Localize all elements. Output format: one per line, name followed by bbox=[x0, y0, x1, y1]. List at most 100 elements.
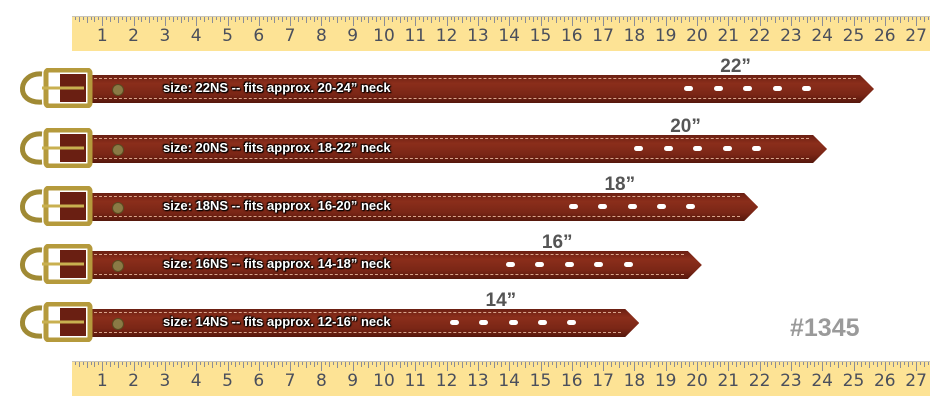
ruler-tick bbox=[579, 362, 581, 367]
ruler-tick bbox=[368, 17, 370, 23]
ruler-tick bbox=[552, 362, 554, 365]
ruler-tick bbox=[215, 362, 217, 365]
ruler-tick bbox=[477, 362, 479, 371]
ruler-tick bbox=[254, 362, 256, 365]
ruler-tick bbox=[540, 17, 542, 26]
ruler-tick bbox=[638, 362, 640, 365]
ruler-tick bbox=[200, 362, 202, 365]
ruler-tick bbox=[102, 17, 104, 26]
ruler-tick bbox=[481, 17, 483, 20]
size-label: size: 16NS -- fits approx. 14-18” neck bbox=[163, 256, 391, 271]
ruler-tick bbox=[340, 17, 342, 20]
ruler-tick bbox=[579, 17, 581, 22]
ruler-tick bbox=[129, 17, 131, 20]
ruler-tick bbox=[904, 17, 906, 20]
strap-hole bbox=[538, 320, 547, 325]
ruler-tick bbox=[908, 362, 910, 367]
ruler-tick bbox=[78, 17, 80, 22]
ruler-tick bbox=[661, 362, 663, 365]
ruler-tick bbox=[258, 362, 260, 371]
ruler-tick bbox=[325, 362, 327, 365]
ruler-number: 18 bbox=[623, 26, 646, 46]
ruler-tick bbox=[814, 362, 816, 367]
ruler-tick bbox=[528, 17, 530, 20]
ruler-tick bbox=[485, 362, 487, 367]
ruler-number: 27 bbox=[905, 371, 927, 391]
strap-hole bbox=[567, 320, 576, 325]
ruler-tick bbox=[681, 17, 683, 23]
ruler-tick bbox=[595, 17, 597, 22]
strap-hole bbox=[664, 146, 673, 151]
ruler-tick bbox=[505, 362, 507, 365]
ruler-tick bbox=[818, 362, 820, 365]
ruler-number: 19 bbox=[654, 26, 677, 46]
ruler-tick bbox=[497, 17, 499, 20]
strap-hole bbox=[773, 86, 782, 91]
ruler-tick bbox=[74, 362, 76, 365]
collar-length-label: 22” bbox=[720, 56, 751, 77]
ruler-tick bbox=[876, 17, 878, 22]
ruler-tick bbox=[473, 17, 475, 20]
ruler-tick bbox=[759, 17, 761, 26]
ruler-tick bbox=[380, 362, 382, 365]
ruler-number: 23 bbox=[780, 26, 802, 46]
ruler-tick bbox=[384, 362, 385, 371]
ruler-tick bbox=[168, 362, 170, 365]
ruler-tick bbox=[904, 362, 906, 365]
ruler-number: 26 bbox=[873, 26, 896, 46]
ruler-tick bbox=[806, 17, 808, 23]
ruler-tick bbox=[759, 362, 761, 371]
ruler-tick bbox=[223, 362, 225, 365]
ruler-tick bbox=[767, 362, 769, 367]
collar-length-label: 18” bbox=[604, 174, 636, 195]
ruler-tick bbox=[207, 17, 209, 20]
strap-hole bbox=[743, 86, 752, 91]
ruler-tick bbox=[626, 362, 628, 367]
collar-strap: size: 14NS -- fits approx. 12-16” neck bbox=[88, 309, 639, 337]
ruler-tick bbox=[125, 17, 127, 22]
ruler-tick bbox=[309, 17, 311, 20]
ruler-tick bbox=[661, 17, 663, 20]
ruler-tick bbox=[106, 362, 108, 365]
ruler-tick bbox=[927, 362, 929, 365]
ruler-number: 15 bbox=[529, 26, 552, 46]
ruler-tick bbox=[466, 362, 468, 365]
strap-hole bbox=[624, 262, 633, 267]
ruler-number: 21 bbox=[717, 26, 740, 46]
ruler-tick bbox=[771, 362, 773, 365]
strap-hole bbox=[802, 86, 811, 91]
ruler-tick bbox=[407, 17, 409, 22]
ruler-tick bbox=[853, 362, 855, 371]
ruler-tick bbox=[227, 362, 229, 371]
ruler-tick bbox=[669, 17, 671, 20]
ruler-number: 12 bbox=[435, 371, 458, 391]
ruler-tick bbox=[333, 362, 335, 365]
ruler-tick bbox=[810, 17, 812, 20]
ruler-tick bbox=[454, 17, 456, 22]
ruler-tick bbox=[78, 362, 80, 367]
collar-1: size: 22NS -- fits approx. 20-24” neck 2… bbox=[0, 56, 946, 108]
ruler-number: 4 bbox=[190, 26, 202, 46]
ruler-number: 21 bbox=[717, 371, 740, 391]
ruler-tick bbox=[176, 362, 178, 365]
ruler-number: 12 bbox=[435, 26, 458, 46]
ruler-tick bbox=[423, 362, 425, 367]
ruler-tick bbox=[200, 17, 202, 20]
ruler-tick bbox=[740, 362, 742, 365]
collar-5: size: 14NS -- fits approx. 12-16” neck 1… bbox=[0, 290, 946, 342]
ruler-tick bbox=[591, 362, 593, 365]
ruler-tick bbox=[826, 17, 828, 20]
ruler-tick bbox=[473, 362, 475, 365]
ruler-tick bbox=[716, 362, 718, 365]
ruler-number: 11 bbox=[404, 26, 427, 46]
ruler-tick bbox=[430, 17, 432, 23]
ruler-tick bbox=[290, 362, 292, 371]
rivet-icon bbox=[112, 84, 124, 96]
ruler-tick bbox=[74, 17, 76, 20]
ruler-tick bbox=[270, 17, 272, 20]
ruler-tick bbox=[779, 362, 781, 365]
ruler-tick bbox=[587, 17, 589, 23]
ruler-tick bbox=[110, 362, 112, 367]
ruler-tick bbox=[618, 17, 620, 23]
strap-hole bbox=[634, 146, 643, 151]
